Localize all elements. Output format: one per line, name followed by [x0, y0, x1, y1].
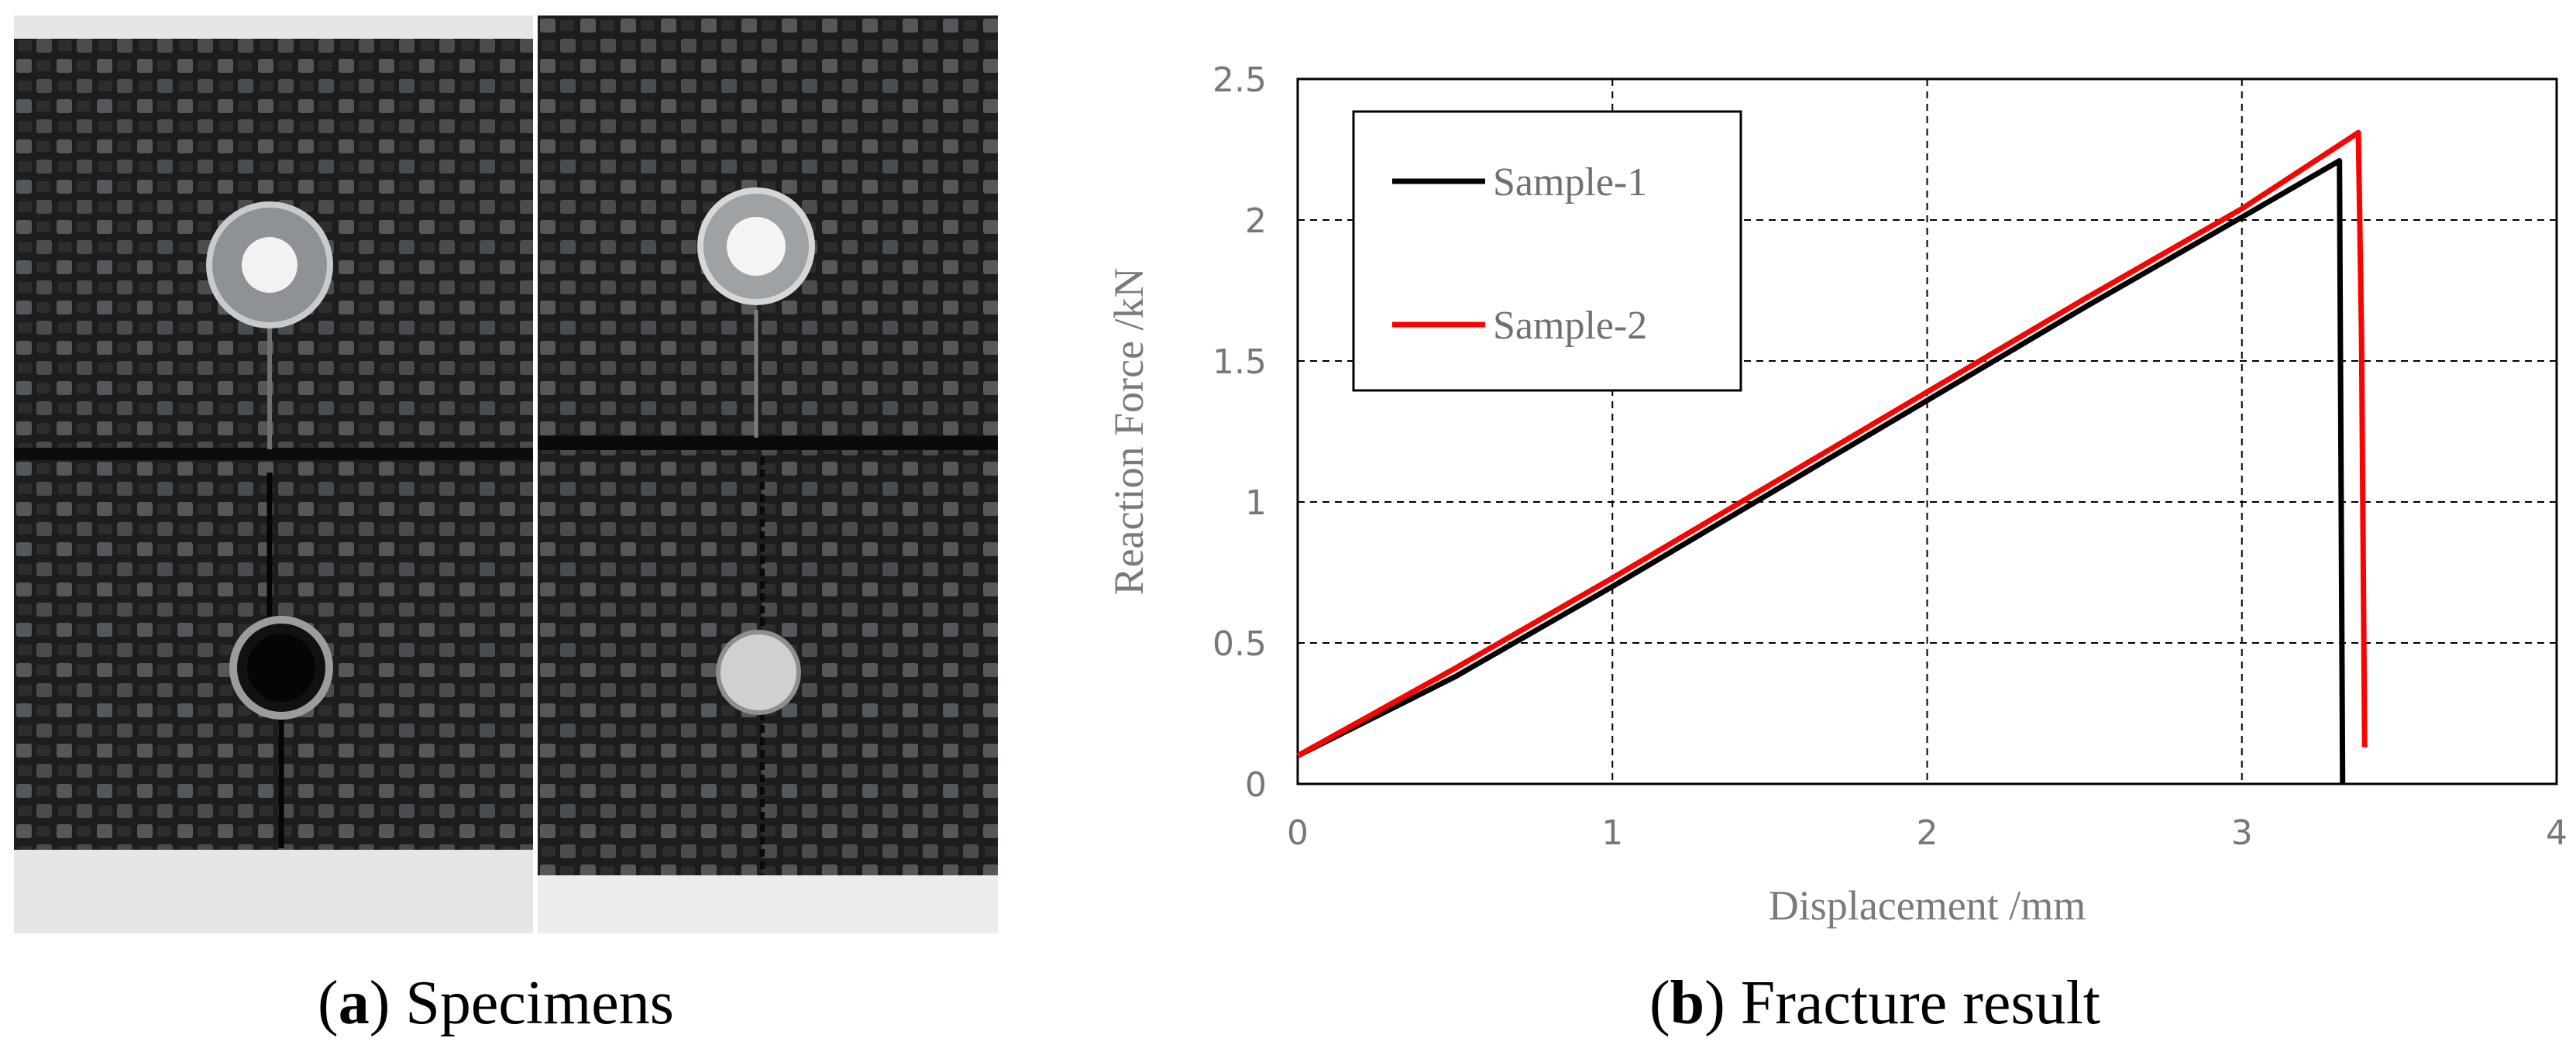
series-line-2 [1296, 129, 2368, 758]
y-axis-title: Reaction Force /kN [1106, 268, 1152, 596]
caption-a-text: Specimens [405, 969, 674, 1037]
specimen-photo-2 [538, 15, 998, 933]
x-axis-title: Displacement /mm [1769, 882, 2086, 929]
series-lines [1296, 129, 2368, 785]
y-tick-label: 1 [1245, 483, 1267, 523]
specimen-photo-1 [14, 15, 533, 933]
legend: Sample-1 Sample-2 [1352, 110, 1742, 392]
y-tick-label: 0 [1245, 765, 1267, 805]
caption-b-letter: b [1670, 969, 1705, 1037]
caption-b-text: Fracture result [1740, 969, 2101, 1037]
y-tick-label: 2.5 [1212, 60, 1267, 100]
caption-a-letter: a [338, 969, 370, 1037]
x-tick-label: 4 [2546, 813, 2567, 853]
legend-label-sample-2: Sample-2 [1493, 304, 1647, 348]
caption-b: (b) Fracture result [1649, 969, 2101, 1037]
chart-svg: 0 1 2 3 4 0 0.5 1 1.5 2 2.5 Sample-1 Sample-2 Disp… [1106, 60, 2567, 929]
tick-labels: 0 1 2 3 4 0 0.5 1 1.5 2 2.5 [1212, 60, 2567, 853]
x-tick-label: 0 [1287, 813, 1309, 853]
x-tick-label: 3 [2231, 813, 2253, 853]
specimens-photo-panel [14, 15, 998, 933]
fracture-chart: 0 1 2 3 4 0 0.5 1 1.5 2 2.5 Sample-1 Sample-2 Disp… [1069, 31, 2576, 961]
y-tick-label: 0.5 [1212, 624, 1267, 664]
legend-label-sample-1: Sample-1 [1493, 160, 1647, 204]
y-tick-label: 2 [1245, 201, 1267, 241]
y-tick-label: 1.5 [1212, 342, 1267, 382]
x-tick-label: 2 [1917, 813, 1938, 853]
series-line-1 [1296, 158, 2346, 785]
caption-a: (a) Specimens [318, 969, 674, 1037]
plot-area [1296, 77, 2558, 785]
x-tick-label: 1 [1601, 813, 1623, 853]
legend-box [1352, 110, 1742, 392]
